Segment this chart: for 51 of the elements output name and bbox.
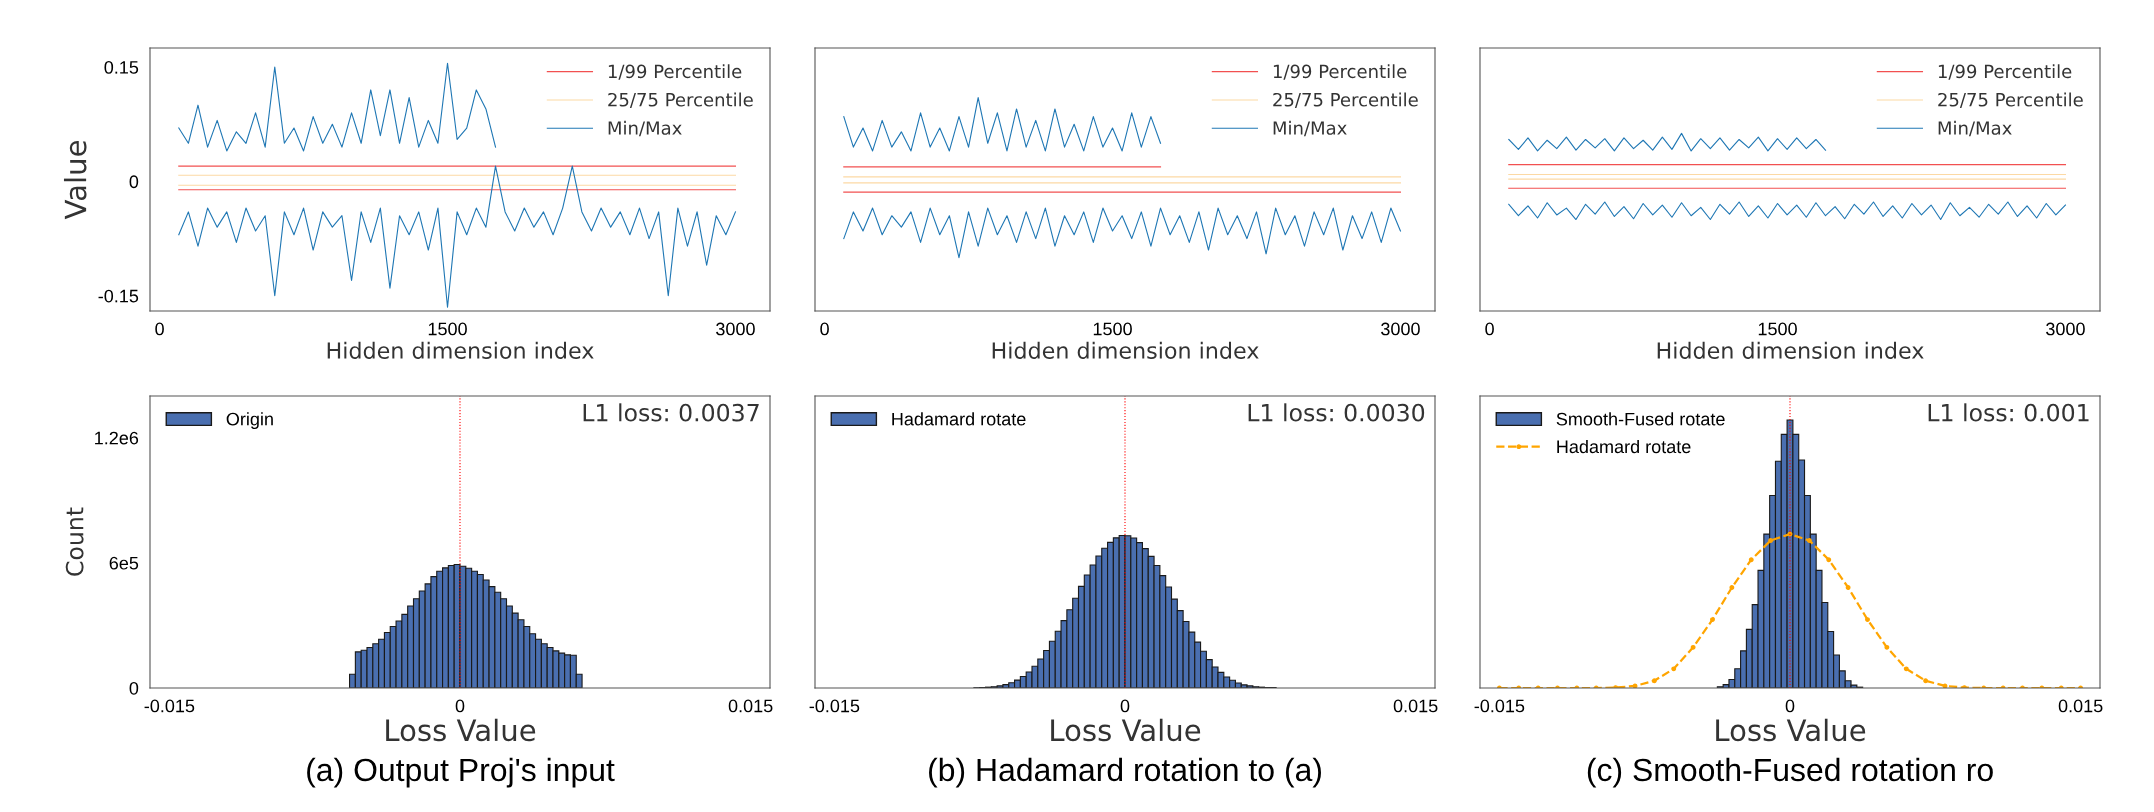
x-tick-label: 3000 <box>1381 322 1420 336</box>
x-tick-label: -0.015 <box>1474 699 1525 713</box>
y-tick-label: 1.2e6 <box>95 431 139 445</box>
legend-label: Hadamard rotate <box>892 412 1026 426</box>
x-tick-label: 0 <box>1785 699 1795 713</box>
x-tick-label: 0.015 <box>728 699 773 713</box>
x-tick-label: 1500 <box>1093 322 1132 336</box>
legend-label: Hadamard rotate <box>1557 439 1691 454</box>
x-axis-title: Loss Value <box>1051 718 1201 742</box>
annotation: L1 loss: 0.0030 <box>1248 403 1425 422</box>
legend-label: 1/99 Percentile <box>1938 64 2072 80</box>
text: (b) Hadamard rotation to (a) <box>929 757 1321 788</box>
text: (a) Output Proj's input <box>307 757 615 788</box>
x-axis-title: Loss Value <box>386 718 536 742</box>
legend-label: Min/Max <box>1273 120 1347 137</box>
y-tick-label: 0 <box>129 175 139 189</box>
x-tick-label: 0 <box>1120 699 1130 713</box>
annotation: L1 loss: 0.001 <box>1928 403 2089 422</box>
legend-label: 25/75 Percentile <box>1938 92 2083 108</box>
y-tick-label: -0.15 <box>98 289 139 303</box>
annotation: L1 loss: 0.0037 <box>583 403 759 422</box>
x-tick-label: 1500 <box>1758 322 1797 336</box>
x-tick-label: 0.015 <box>2058 699 2103 713</box>
x-tick-label: 0 <box>1485 322 1494 336</box>
x-tick-label: 1500 <box>428 322 467 336</box>
x-tick-label: 0 <box>155 322 164 336</box>
x-axis-title: Hidden dimension index <box>327 341 594 359</box>
legend-label: 1/99 Percentile <box>1273 64 1407 80</box>
y-axis-title: Value <box>63 141 87 220</box>
x-axis-title: Hidden dimension index <box>1657 341 1924 359</box>
legend-label: Origin <box>226 412 273 430</box>
x-axis-title: Loss Value <box>1716 718 1866 742</box>
text: (c) Smooth-Fused rotation ro <box>1587 757 1993 788</box>
legend-label: 25/75 Percentile <box>1273 92 1418 108</box>
x-tick-label: 3000 <box>716 322 755 336</box>
legend-label: Min/Max <box>608 120 682 137</box>
x-axis-title: Hidden dimension index <box>992 341 1259 359</box>
legend-label: 1/99 Percentile <box>608 64 742 80</box>
y-tick-label: 6e5 <box>109 556 139 570</box>
x-tick-label: 0 <box>820 322 829 336</box>
x-tick-label: 0 <box>455 699 465 713</box>
x-tick-label: -0.015 <box>144 699 195 713</box>
legend-label: 25/75 Percentile <box>608 92 753 108</box>
y-axis-title: Count <box>65 507 84 576</box>
x-tick-label: 3000 <box>2046 322 2085 336</box>
legend-label: Min/Max <box>1938 120 2012 137</box>
legend-label: Smooth-Fused rotate <box>1556 412 1725 426</box>
x-tick-label: 0.015 <box>1393 699 1438 713</box>
y-tick-label: 0 <box>129 681 139 695</box>
x-tick-label: -0.015 <box>809 699 860 713</box>
y-tick-label: 0.15 <box>104 60 139 74</box>
